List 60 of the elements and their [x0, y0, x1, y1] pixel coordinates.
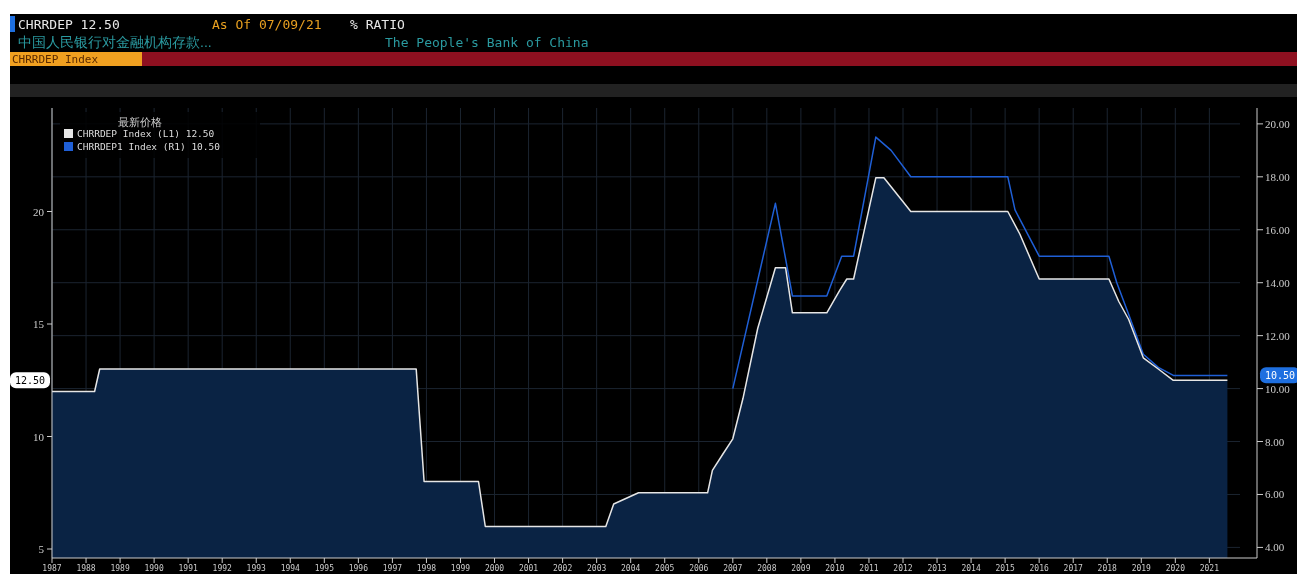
x-tick-label: 1998 [416, 564, 437, 573]
y2-tick-label: 14.00 [1265, 276, 1291, 289]
x-tick-label: 2017 [1063, 564, 1084, 573]
x-tick-label: 2012 [893, 564, 913, 573]
chart-title: CHRRDEP 12.50 [18, 17, 120, 32]
y2-tick-label: 20.00 [1265, 117, 1291, 130]
x-tick-label: 2005 [655, 564, 675, 573]
x-tick-label: 2014 [961, 564, 981, 573]
x-tick-label: 2010 [825, 564, 845, 573]
x-tick-label: 2008 [757, 564, 777, 573]
text: CHRRDEP Index [12, 53, 99, 66]
x-tick-label: 2016 [1029, 564, 1049, 573]
x-tick-label: 1991 [178, 564, 198, 573]
x-tick-label: 1990 [144, 564, 164, 573]
x-tick-label: 1996 [348, 564, 369, 573]
x-tick-label: 1988 [76, 564, 96, 573]
legend-title: 最新价格 [118, 116, 162, 128]
text: As Of 07/09/21 [212, 17, 322, 32]
x-tick-label: 1995 [314, 564, 335, 573]
text: 12.50 [14, 375, 46, 387]
y-tick-label: 10 [33, 430, 45, 443]
x-tick-label: 2001 [518, 564, 539, 573]
x-tick-label: 2015 [995, 564, 1015, 573]
x-tick-label: 2004 [621, 564, 641, 573]
x-tick-label: 2011 [859, 564, 879, 573]
y-tick-label: 15 [33, 318, 45, 330]
y-tick-label: 20 [33, 205, 45, 218]
x-tick-label: 1993 [246, 564, 267, 573]
y2-tick-label: 12.00 [1265, 329, 1291, 342]
x-tick-label: 1992 [212, 564, 233, 573]
text: The People's Bank of China [385, 35, 589, 50]
legend-label: CHRRDEP Index (L1) 12.50 [77, 128, 215, 139]
x-tick-label: 1987 [42, 564, 62, 573]
y2-tick-label: 8.00 [1265, 435, 1285, 448]
x-tick-label: 2020 [1165, 564, 1186, 573]
text: 10.50 [1264, 370, 1296, 382]
x-tick-label: 1994 [280, 564, 301, 573]
x-tick-label: 2019 [1131, 564, 1152, 573]
x-tick-label: 2007 [723, 564, 743, 573]
x-tick-label: 2006 [689, 564, 709, 573]
x-tick-label: 2013 [927, 564, 947, 573]
x-tick-label: 2000 [484, 564, 505, 573]
y2-tick-label: 10.00 [1265, 382, 1291, 395]
y-tick-label: 5 [38, 543, 45, 555]
y2-tick-label: 18.00 [1265, 170, 1291, 183]
line-series [732, 136, 1229, 390]
y2-tick-label: 16.00 [1265, 223, 1291, 236]
x-tick-label: 2009 [791, 564, 811, 573]
y2-tick-label: 4.00 [1265, 541, 1285, 554]
x-tick-label: 2021 [1199, 564, 1220, 573]
chart-subtitle: 中国人民银行对金融机构存款... [18, 34, 212, 50]
x-tick-label: 2018 [1097, 564, 1118, 573]
x-tick-label: 2002 [552, 564, 573, 573]
y2-tick-label: 6.00 [1265, 488, 1285, 501]
legend-label: CHRRDEP1 Index (R1) 10.50 [77, 141, 221, 152]
x-tick-label: 1989 [110, 564, 130, 573]
x-tick-label: 2003 [587, 564, 607, 573]
text: % RATIO [350, 17, 405, 32]
x-tick-label: 1997 [382, 564, 403, 573]
x-tick-label: 1999 [450, 564, 471, 573]
